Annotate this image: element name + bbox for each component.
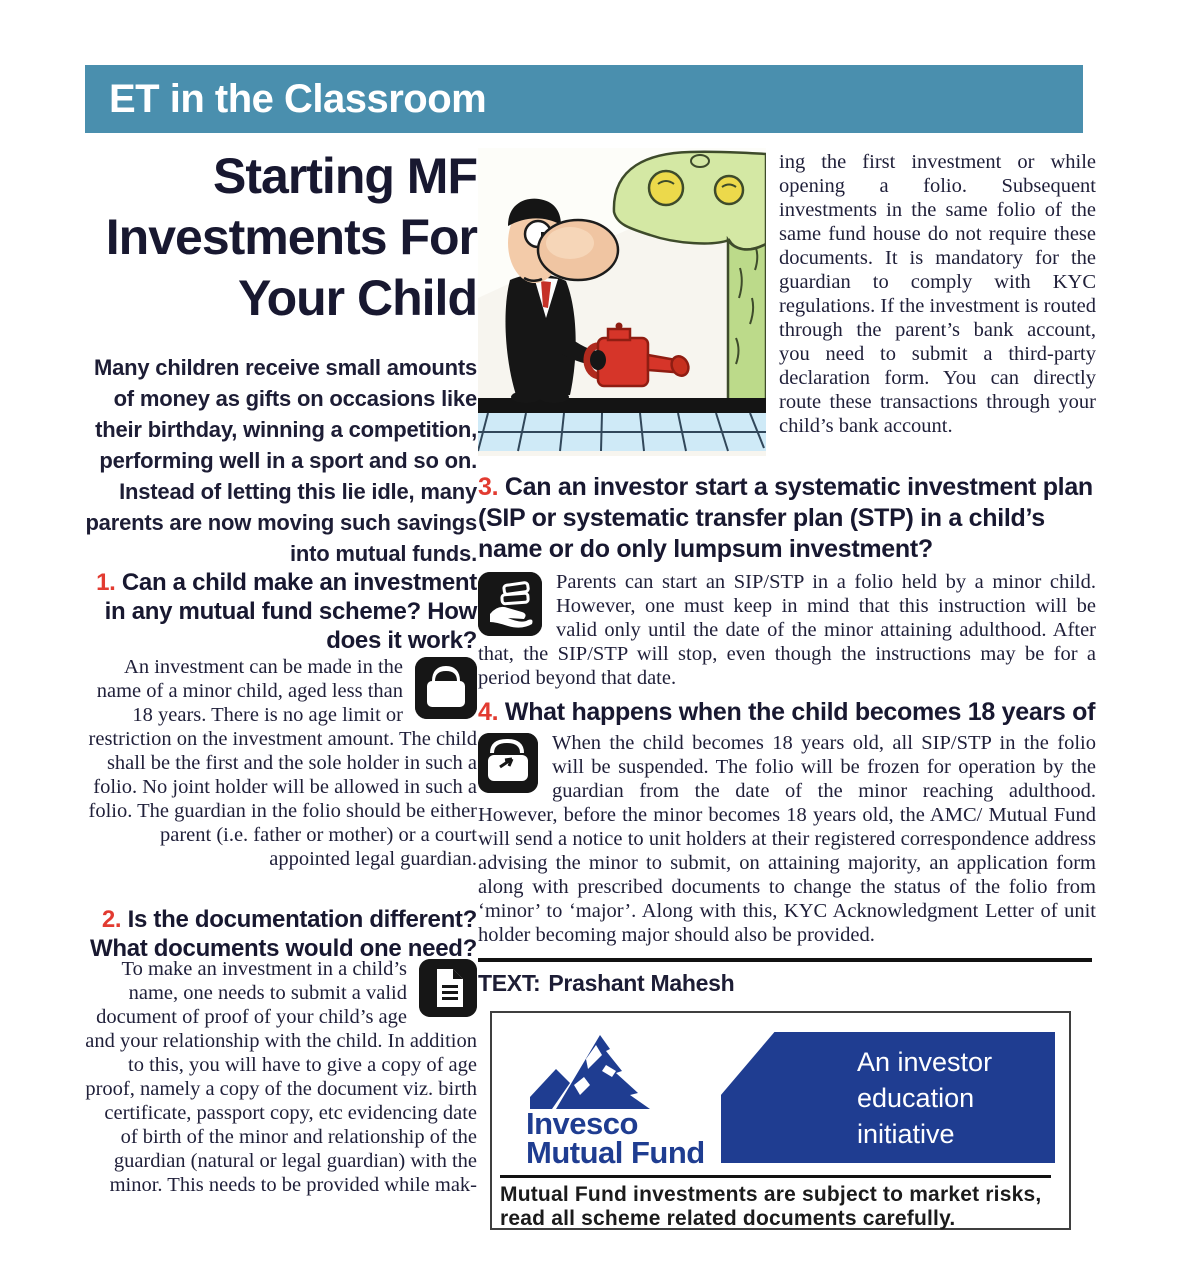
section-banner: ET in the Classroom (85, 65, 1083, 133)
shopping-bag-icon (415, 657, 477, 719)
question-3-answer: Parents can start an SIP/STP in a folio … (478, 571, 1096, 689)
basket-gauge-icon (478, 733, 538, 793)
byline-label: TEXT: (478, 970, 541, 996)
question-4-answer: When the child becomes 18 years old, all… (478, 732, 1096, 946)
question-2-heading: 2. Is the documentation different? What … (89, 906, 477, 962)
question-3-heading: 3. Can an investor start a systematic in… (478, 473, 1093, 563)
section-divider (478, 958, 1092, 962)
section-banner-label: ET in the Classroom (109, 77, 487, 121)
ad-disclaimer: Mutual Fund investments are subject to m… (500, 1183, 1042, 1230)
byline-name: Prashant Mahesh (548, 970, 735, 996)
article-continuation: ing the first investment or while openin… (779, 151, 1096, 437)
invesco-brand-line1: Invesco (526, 1106, 638, 1141)
investor-education-tagline: An investor education initiative (721, 1032, 1055, 1163)
invesco-mountain-logo (526, 1025, 686, 1109)
article-title: Starting MF Investments For Your Child (105, 148, 478, 326)
question-3-number: 3. (478, 473, 499, 501)
invesco-brand: Invesco Mutual Fund (526, 1106, 705, 1170)
man-watering-money-plant-cartoon (477, 148, 768, 456)
question-2-answer: To make an investment in a child’s name,… (85, 958, 477, 1196)
question-4-number: 4. (478, 698, 499, 726)
invesco-ad: Invesco Mutual Fund An investor educatio… (490, 1011, 1071, 1230)
ad-divider (500, 1175, 1051, 1178)
question-2-number: 2. (101, 906, 122, 933)
question-1-number: 1. (96, 569, 116, 596)
invesco-brand-line2: Mutual Fund (526, 1135, 705, 1170)
question-1-heading: 1. Can a child make an investment in any… (96, 569, 477, 654)
byline: TEXT: Prashant Mahesh (478, 970, 1092, 997)
document-icon (419, 959, 477, 1017)
cash-in-hand-icon (478, 572, 542, 636)
article-intro: Many children receive small amounts of m… (85, 355, 477, 566)
question-1-answer: An investment can be made in the name of… (88, 656, 477, 870)
